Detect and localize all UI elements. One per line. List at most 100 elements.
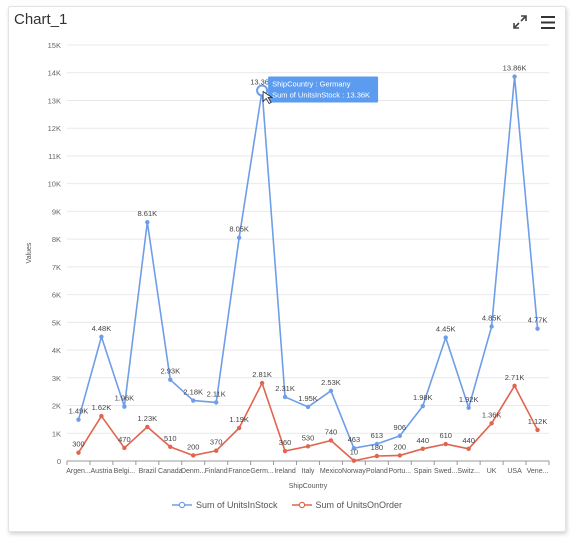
- data-label-order: 1.23K: [138, 414, 158, 423]
- legend-marker-order: [291, 501, 312, 509]
- x-tick-label: Italy: [302, 468, 315, 475]
- data-label-stock: 4.48K: [92, 324, 112, 333]
- data-point-stock[interactable]: [145, 220, 150, 225]
- y-tick-label: 4K: [52, 346, 61, 355]
- data-label-order: 200: [394, 442, 407, 451]
- series-line-stock: [77, 75, 539, 449]
- legend-item-order[interactable]: Sum of UnitsOnOrder: [291, 500, 403, 510]
- data-point-stock[interactable]: [282, 394, 288, 400]
- data-point-stock[interactable]: [420, 403, 425, 409]
- data-label-order: 1.12K: [528, 417, 548, 426]
- data-point-stock[interactable]: [191, 398, 196, 403]
- data-point-stock[interactable]: [512, 74, 517, 79]
- data-label-order: 740: [325, 427, 338, 436]
- y-tick-label: 6K: [52, 291, 61, 300]
- data-point-stock[interactable]: [99, 334, 104, 339]
- data-point-order[interactable]: [259, 380, 265, 386]
- data-point-order[interactable]: [236, 425, 242, 431]
- legend-marker-stock: [171, 501, 192, 509]
- data-point-order[interactable]: [168, 444, 173, 450]
- data-label-order: 530: [302, 433, 315, 442]
- x-axis-title: ShipCountry: [289, 483, 328, 490]
- data-point-stock[interactable]: [213, 400, 219, 405]
- data-point-order[interactable]: [213, 448, 219, 453]
- line-chart: 0 1K 2K 3K 4K 5K 6K 7K 8K 9K 10K 11K 12K 13K 14K 15K Arg…: [26, 41, 550, 490]
- data-point-stock[interactable]: [443, 335, 448, 340]
- data-point-stock[interactable]: [535, 326, 540, 331]
- data-point-stock[interactable]: [397, 433, 403, 439]
- x-tick-label: Switz...: [457, 468, 480, 475]
- x-tick-label: Portu...: [389, 468, 412, 475]
- data-point-stock[interactable]: [466, 405, 471, 410]
- y-tick-label: 10K: [48, 180, 61, 189]
- expand-icon[interactable]: [511, 13, 529, 31]
- x-tick-label: Brazil: [139, 468, 157, 475]
- data-point-order[interactable]: [443, 441, 448, 447]
- data-point-order[interactable]: [374, 453, 380, 459]
- y-tick-label: 5K: [52, 318, 61, 327]
- x-tick-label: Vene...: [527, 468, 549, 475]
- tooltip-line-2: Sum of UnitsInStock : 13.36K: [272, 90, 370, 99]
- data-label-stock: 2.31K: [275, 384, 295, 393]
- data-label-stock: 1.98K: [413, 393, 433, 402]
- x-tick-label: Ireland: [274, 468, 296, 475]
- data-label-order: 370: [210, 438, 223, 447]
- data-point-order[interactable]: [305, 444, 311, 449]
- x-tick-label: Spain: [414, 468, 432, 475]
- x-tick-label: UK: [487, 468, 497, 475]
- data-label-stock: 1.92K: [459, 395, 479, 404]
- data-point-stock[interactable]: [489, 324, 494, 329]
- chart-title: Chart_1: [14, 11, 68, 28]
- data-point-stock[interactable]: [168, 377, 173, 382]
- hamburger-menu-icon[interactable]: [539, 13, 557, 31]
- data-point-order[interactable]: [420, 446, 425, 451]
- data-point-order[interactable]: [145, 424, 150, 430]
- x-tick-label: Poland: [366, 468, 388, 475]
- tooltip-box: [268, 76, 379, 103]
- data-label-stock: 13.86K: [503, 64, 527, 73]
- y-tick-label: 9K: [52, 207, 61, 216]
- data-point-stock[interactable]: [236, 235, 242, 240]
- chart-toolbar: [511, 13, 557, 31]
- data-point-order[interactable]: [99, 413, 104, 419]
- data-point-stock[interactable]: [305, 404, 311, 410]
- data-label-stock: 4.85K: [482, 313, 502, 322]
- data-point-order[interactable]: [122, 445, 127, 451]
- y-tick-label: 2K: [52, 402, 61, 411]
- y-tick-label: 13K: [48, 96, 61, 105]
- data-point-order[interactable]: [76, 450, 81, 455]
- data-point-stock[interactable]: [374, 441, 380, 447]
- data-label-order: 610: [439, 431, 452, 440]
- data-point-stock[interactable]: [76, 417, 81, 422]
- data-label-stock: 2.18K: [183, 388, 203, 397]
- y-tick-label: 0: [57, 457, 61, 466]
- data-point-order[interactable]: [397, 453, 403, 458]
- data-point-order[interactable]: [535, 427, 540, 433]
- y-tick-label: 3K: [52, 374, 61, 383]
- data-point-order[interactable]: [351, 458, 357, 463]
- y-tick-label: 7K: [52, 263, 61, 272]
- data-point-order[interactable]: [466, 446, 471, 451]
- data-point-order[interactable]: [489, 421, 494, 426]
- data-point-stock[interactable]: [351, 445, 357, 451]
- x-tick-label: USA: [507, 468, 522, 475]
- data-point-stock[interactable]: [328, 388, 334, 394]
- data-point-order[interactable]: [282, 448, 288, 454]
- data-point-order[interactable]: [512, 383, 517, 389]
- chart-legend: Sum of UnitsInStock Sum of UnitsOnOrder: [9, 500, 565, 510]
- y-tick-label: 11K: [48, 152, 61, 161]
- data-label-stock: 4.45K: [436, 325, 456, 334]
- legend-item-stock[interactable]: Sum of UnitsInStock: [171, 500, 278, 510]
- x-tick-label: France: [228, 468, 250, 475]
- data-label-order: 2.81K: [252, 370, 272, 379]
- data-point-stock[interactable]: [122, 404, 127, 409]
- data-point-order[interactable]: [328, 438, 334, 443]
- y-tick-label: 12K: [48, 124, 61, 133]
- legend-label-order: Sum of UnitsOnOrder: [315, 500, 403, 510]
- x-tick-label: Austria: [91, 468, 113, 475]
- x-tick-label: Canada: [158, 468, 183, 475]
- y-tick-label: 15K: [48, 41, 61, 50]
- data-point-order[interactable]: [191, 453, 196, 458]
- data-label-stock: 4.77K: [528, 316, 548, 325]
- data-label-stock: 2.11K: [207, 389, 226, 398]
